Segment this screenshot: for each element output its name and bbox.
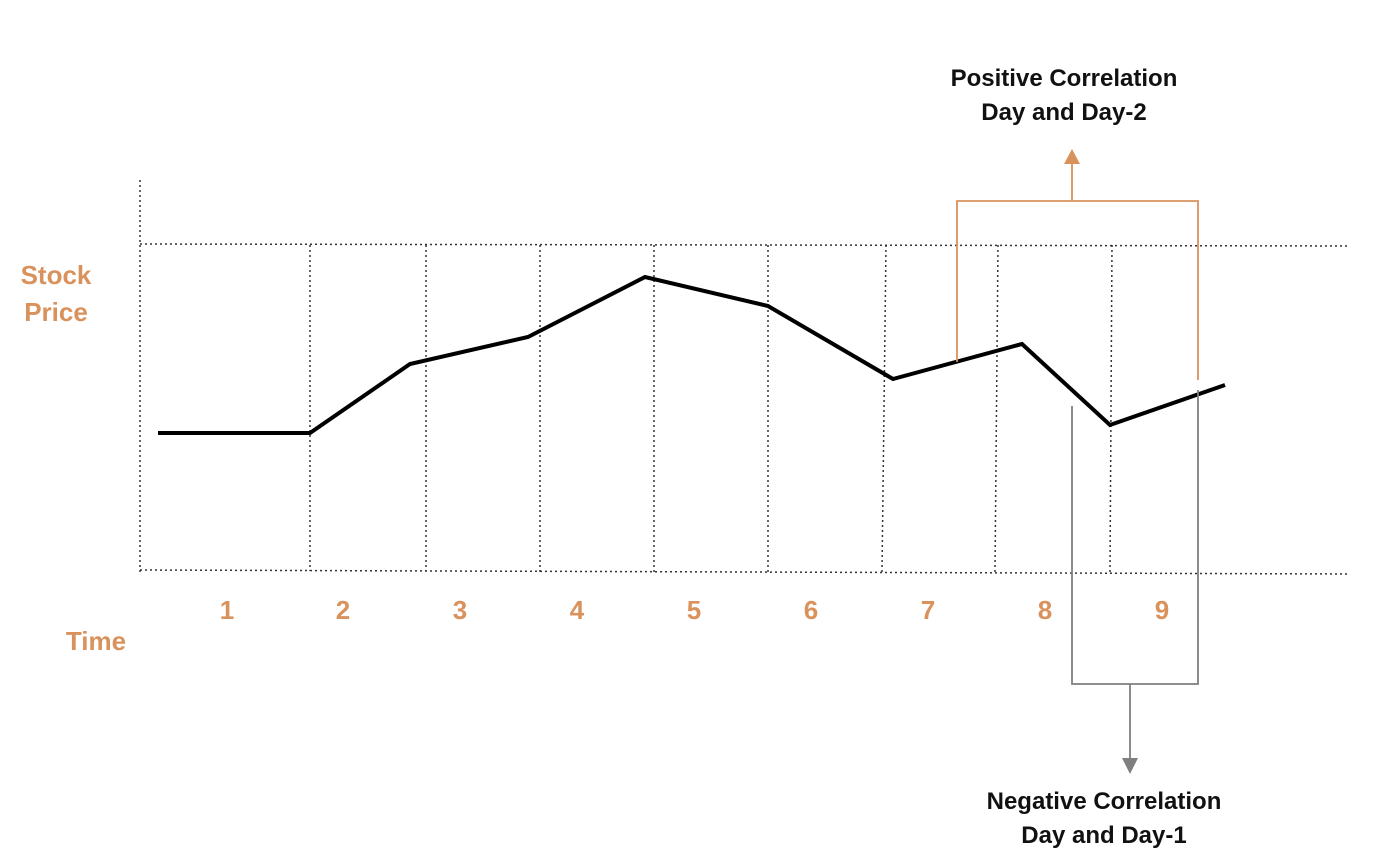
day-label: 1: [220, 595, 234, 625]
day-label: 4: [570, 595, 585, 625]
separator-line: [881, 244, 887, 573]
y-axis-title: Stock Price: [10, 257, 102, 331]
negative-annotation-line1: Negative Correlation: [986, 788, 1222, 815]
negative-annotation-line2: Day and Day-1: [1021, 822, 1187, 849]
negative-bracket-arrowhead: [1122, 758, 1138, 774]
day-label: 2: [336, 595, 350, 625]
separator-line: [1109, 244, 1113, 573]
upper-reference-line: [139, 243, 1351, 247]
positive-annotation-line1: Positive Correlation: [950, 65, 1178, 92]
day-label: 9: [1155, 595, 1169, 625]
positive-correlation-annotation: Positive Correlation Day and Day-2: [904, 62, 1224, 130]
positive-bracket-arrowhead: [1064, 149, 1080, 164]
day-separators: [309, 244, 1113, 573]
separator-line: [994, 244, 999, 573]
day-label: 5: [687, 595, 701, 625]
negative-correlation-annotation: Negative Correlation Day and Day-1: [944, 785, 1264, 853]
x-axis-title: Time: [65, 626, 127, 656]
negative-bracket-outline: [1071, 390, 1199, 685]
day-label: 6: [804, 595, 818, 625]
y-axis-title-line2: Price: [24, 297, 88, 327]
lower-reference-line: [139, 569, 1351, 575]
day-label: 7: [921, 595, 935, 625]
day-label: 3: [453, 595, 467, 625]
negative-correlation-bracket: [1071, 390, 1199, 758]
positive-annotation-line2: Day and Day-2: [981, 99, 1147, 126]
day-label: 8: [1038, 595, 1052, 625]
positive-correlation-bracket: [956, 164, 1199, 380]
positive-bracket-outline: [956, 200, 1199, 380]
stock-price-line: [158, 274, 1226, 435]
day-labels: 1 2 3 4 5 6 7 8 9: [220, 595, 1169, 625]
y-axis-title-line1: Stock: [20, 260, 92, 290]
